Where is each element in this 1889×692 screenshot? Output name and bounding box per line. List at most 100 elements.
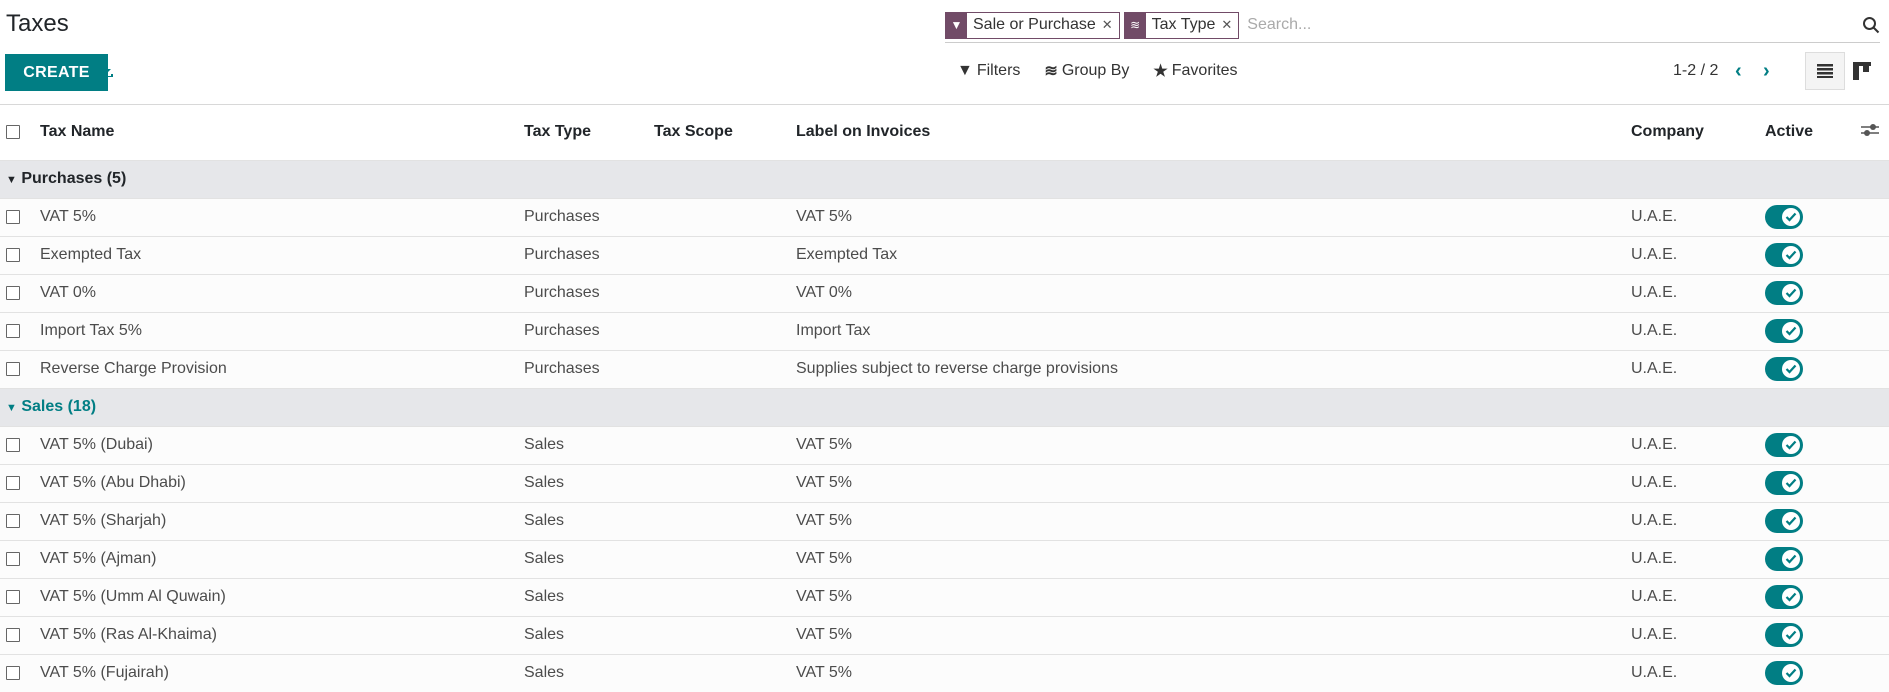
caret-down-icon: ▼ [6, 174, 17, 186]
select-all-checkbox[interactable] [6, 125, 20, 140]
search-input[interactable] [1243, 16, 1880, 34]
tax-name: VAT 0% [40, 273, 524, 312]
remove-facet-button[interactable]: ✕ [1221, 17, 1233, 32]
table-row[interactable]: VAT 0% Purchases VAT 0% U.A.E. [0, 273, 1889, 312]
download-icon[interactable] [98, 62, 122, 84]
active-toggle[interactable] [1765, 281, 1803, 305]
row-checkbox[interactable] [6, 361, 20, 376]
active-toggle[interactable] [1765, 205, 1803, 229]
table-row[interactable]: Exempted Tax Purchases Exempted Tax U.A.… [0, 235, 1889, 274]
kanban-icon [1853, 62, 1871, 80]
table-row[interactable]: VAT 5% (Ras Al-Khaima) Sales VAT 5% U.A.… [0, 615, 1889, 654]
table-row[interactable]: VAT 5% (Abu Dhabi) Sales VAT 5% U.A.E. [0, 463, 1889, 502]
active-toggle[interactable] [1765, 547, 1803, 571]
row-checkbox[interactable] [6, 247, 20, 262]
company: U.A.E. [1631, 349, 1765, 388]
column-header[interactable]: Company [1631, 123, 1704, 141]
tax-scope [654, 539, 796, 578]
column-header[interactable]: Tax Name [40, 123, 115, 141]
row-checkbox[interactable] [6, 627, 20, 642]
group-row[interactable]: ▼ Purchases (5) [0, 159, 1889, 198]
facet-sale-or-purchase: ▼ Sale or Purchase ✕ [945, 11, 1120, 39]
row-checkbox[interactable] [6, 437, 20, 452]
invoice-label: VAT 5% [796, 501, 1631, 540]
tax-name: VAT 5% (Ajman) [40, 539, 524, 578]
tax-scope [654, 463, 796, 502]
column-header[interactable]: Label on Invoices [796, 123, 931, 141]
create-button[interactable]: CREATE [5, 54, 108, 91]
list-view-button[interactable] [1805, 52, 1845, 90]
pager-value[interactable]: 1-2 / 2 [1673, 62, 1719, 79]
column-header[interactable]: Tax Type [524, 123, 591, 141]
invoice-label: Exempted Tax [796, 235, 1631, 274]
tax-name: VAT 5% (Fujairah) [40, 653, 524, 692]
tax-type: Sales [524, 653, 654, 692]
row-checkbox[interactable] [6, 323, 20, 338]
check-icon [1782, 208, 1800, 226]
table-row[interactable]: Import Tax 5% Purchases Import Tax U.A.E… [0, 311, 1889, 350]
invoice-label: Supplies subject to reverse charge provi… [796, 349, 1631, 388]
tax-name: Reverse Charge Provision [40, 349, 524, 388]
tax-name: VAT 5% [40, 197, 524, 236]
company: U.A.E. [1631, 463, 1765, 502]
tax-name: VAT 5% (Sharjah) [40, 501, 524, 540]
tax-scope [654, 425, 796, 464]
facet-value: Tax Type [1151, 16, 1216, 33]
row-checkbox[interactable] [6, 475, 20, 490]
check-icon [1782, 474, 1800, 492]
tax-type: Sales [524, 463, 654, 502]
table-row[interactable]: VAT 5% (Dubai) Sales VAT 5% U.A.E. [0, 425, 1889, 464]
invoice-label: VAT 5% [796, 197, 1631, 236]
chevron-right-icon[interactable]: › [1763, 60, 1770, 82]
list-icon [1817, 64, 1833, 78]
check-icon [1782, 360, 1800, 378]
column-header[interactable]: Active [1765, 123, 1814, 141]
row-checkbox[interactable] [6, 209, 20, 224]
table-row[interactable]: VAT 5% Purchases VAT 5% U.A.E. [0, 197, 1889, 236]
row-checkbox[interactable] [6, 589, 20, 604]
check-icon [1782, 322, 1800, 340]
kanban-view-button[interactable] [1853, 62, 1871, 85]
row-checkbox[interactable] [6, 285, 20, 300]
active-toggle[interactable] [1765, 623, 1803, 647]
active-toggle[interactable] [1765, 319, 1803, 343]
filter-icon: ▼ [957, 62, 973, 79]
company: U.A.E. [1631, 615, 1765, 654]
group-row[interactable]: ▼ Sales (18) [0, 387, 1889, 426]
tax-scope [654, 501, 796, 540]
tax-scope [654, 311, 796, 350]
row-checkbox[interactable] [6, 551, 20, 566]
active-toggle[interactable] [1765, 357, 1803, 381]
active-toggle[interactable] [1765, 433, 1803, 457]
group-label: Purchases (5) [21, 170, 127, 187]
row-checkbox[interactable] [6, 666, 20, 681]
search-icon[interactable] [1862, 16, 1880, 39]
table-row[interactable]: Reverse Charge Provision Purchases Suppl… [0, 349, 1889, 388]
taxes-table: Tax Name Tax Type Tax Scope Label on Inv… [0, 105, 1889, 692]
invoice-label: VAT 0% [796, 273, 1631, 312]
row-checkbox[interactable] [6, 513, 20, 528]
group-label: Sales (18) [21, 398, 97, 415]
active-toggle[interactable] [1765, 661, 1803, 686]
column-header[interactable]: Tax Scope [654, 123, 733, 141]
active-toggle[interactable] [1765, 509, 1803, 533]
favorites-button[interactable]: ★ Favorites [1153, 61, 1237, 81]
invoice-label: VAT 5% [796, 539, 1631, 578]
table-row[interactable]: VAT 5% (Fujairah) Sales VAT 5% U.A.E. [0, 653, 1889, 692]
table-row[interactable]: VAT 5% (Sharjah) Sales VAT 5% U.A.E. [0, 501, 1889, 540]
optional-columns-icon[interactable] [1861, 105, 1889, 160]
chevron-left-icon[interactable]: ‹ [1735, 60, 1742, 82]
tax-name: Exempted Tax [40, 235, 524, 274]
active-toggle[interactable] [1765, 243, 1803, 267]
tax-name: VAT 5% (Ras Al-Khaima) [40, 615, 524, 654]
active-toggle[interactable] [1765, 471, 1803, 495]
company: U.A.E. [1631, 653, 1765, 692]
tax-scope [654, 349, 796, 388]
filters-button[interactable]: ▼ Filters [957, 61, 1020, 81]
active-toggle[interactable] [1765, 585, 1803, 609]
table-row[interactable]: VAT 5% (Umm Al Quwain) Sales VAT 5% U.A.… [0, 577, 1889, 616]
tax-type: Purchases [524, 311, 654, 350]
remove-facet-button[interactable]: ✕ [1101, 17, 1113, 32]
group-by-button[interactable]: ≋ Group By [1044, 61, 1129, 81]
table-row[interactable]: VAT 5% (Ajman) Sales VAT 5% U.A.E. [0, 539, 1889, 578]
